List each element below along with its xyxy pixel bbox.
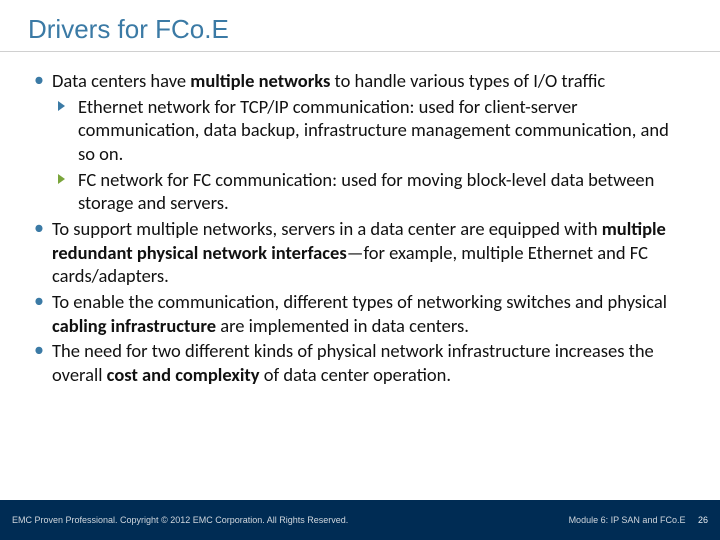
bold-text: multiple redundant physical network inte… [52,217,666,264]
sub-bullet-item: FC network for FC communication: used fo… [52,168,686,215]
slide-body: Data centers have multiple networks to h… [0,49,720,500]
title-divider [0,51,720,52]
bullet-item: To support multiple networks, servers in… [34,217,686,288]
bullet-list: Data centers have multiple networks to h… [34,69,686,387]
footer-copyright: EMC Proven Professional. Copyright © 201… [12,515,348,525]
bullet-item: The need for two different kinds of phys… [34,339,686,386]
sub-bullet-item: Ethernet network for TCP/IP communicatio… [52,95,686,166]
sub-bullet-list: Ethernet network for TCP/IP communicatio… [52,95,686,215]
slide-title: Drivers for FCo.E [0,0,720,49]
bold-text: multiple networks [190,69,330,92]
bold-text: cabling infrastructure [52,314,216,337]
footer-right: Module 6: IP SAN and FCo.E 26 [569,515,708,525]
bullet-item: To enable the communication, different t… [34,290,686,337]
slide: Drivers for FCo.E Data centers have mult… [0,0,720,540]
bullet-item: Data centers have multiple networks to h… [34,69,686,215]
footer-page-number: 26 [698,515,708,525]
footer-module: Module 6: IP SAN and FCo.E [569,515,686,525]
bold-text: cost and complexity [107,363,260,386]
slide-footer: EMC Proven Professional. Copyright © 201… [0,500,720,540]
